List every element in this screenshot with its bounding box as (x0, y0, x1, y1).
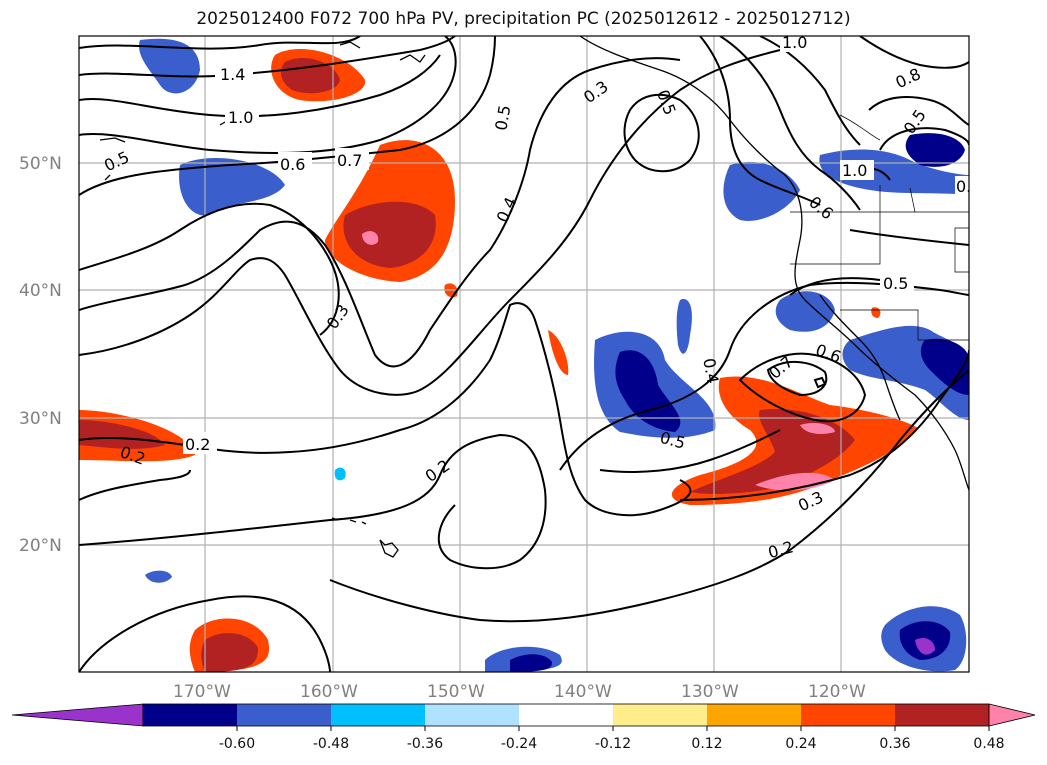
colorbar-tick-label: -0.48 (313, 736, 349, 752)
latitude-labels: 50°N 40°N 30°N 20°N (19, 154, 62, 556)
graticule (79, 36, 969, 672)
lon-label-170w: 170°W (173, 682, 231, 702)
contour-label: 0.7 (337, 151, 362, 170)
contour-label: 0.4 (699, 357, 722, 385)
contour-label: 0.2 (185, 435, 210, 454)
contour-label: 1.4 (220, 65, 245, 84)
contour-label: 1.0 (782, 33, 807, 52)
contour-label: 0.6 (280, 155, 305, 174)
colorbar-extend-low (11, 703, 144, 727)
colorbar: -0.60 -0.48 -0.36 -0.24 -0.12 0.12 0.24 0.36 0.4… (11, 703, 1036, 752)
colorbar-segment (331, 704, 426, 726)
colorbar-tick-label: 0.24 (785, 736, 816, 752)
map-background (79, 36, 969, 672)
contour-label: 0.6 (956, 177, 981, 196)
pv-contours (79, 36, 969, 672)
chart-title: 2025012400 F072 700 hPa PV, precipitatio… (196, 9, 851, 29)
colorbar-tick-label: -0.12 (595, 736, 631, 752)
contour-label: 0.5 (883, 274, 908, 293)
political-borders (790, 114, 969, 341)
lat-label-40n: 40°N (19, 281, 62, 301)
contour-label: 1.0 (842, 161, 867, 180)
colorbar-segment (801, 704, 896, 726)
colorbar-tick-label: -0.36 (407, 736, 443, 752)
contour-label: 0.5 (491, 104, 514, 132)
lat-label-50n: 50°N (19, 154, 62, 174)
map-frame (78, 35, 970, 673)
lon-label-130w: 130°W (681, 682, 739, 702)
precipitation-fill (79, 38, 969, 672)
colorbar-segment (237, 704, 332, 726)
contour-label: 1.0 (228, 108, 253, 127)
colorbar-tick-label: 0.48 (973, 736, 1004, 752)
colorbar-segment (519, 704, 614, 726)
colorbar-segment (707, 704, 802, 726)
colorbar-tick-label: 0.12 (691, 736, 722, 752)
colorbar-extend-high (988, 703, 1036, 727)
colorbar-tick-label: -0.24 (501, 736, 537, 752)
lon-label-140w: 140°W (554, 682, 612, 702)
colorbar-tick-label: 0.36 (879, 736, 910, 752)
lat-label-30n: 30°N (19, 409, 62, 429)
colorbar-tick-label: -0.60 (219, 736, 255, 752)
colorbar-outline (142, 703, 990, 727)
colorbar-segment (143, 704, 238, 726)
colorbar-segment (425, 704, 520, 726)
colorbar-segment (895, 704, 990, 726)
longitude-labels: 170°W 160°W 150°W 140°W 130°W 120°W (173, 682, 866, 702)
lon-label-160w: 160°W (300, 682, 358, 702)
lat-label-20n: 20°N (19, 536, 62, 556)
lon-label-120w: 120°W (808, 682, 866, 702)
colorbar-segment (613, 704, 708, 726)
lon-label-150w: 150°W (427, 682, 485, 702)
